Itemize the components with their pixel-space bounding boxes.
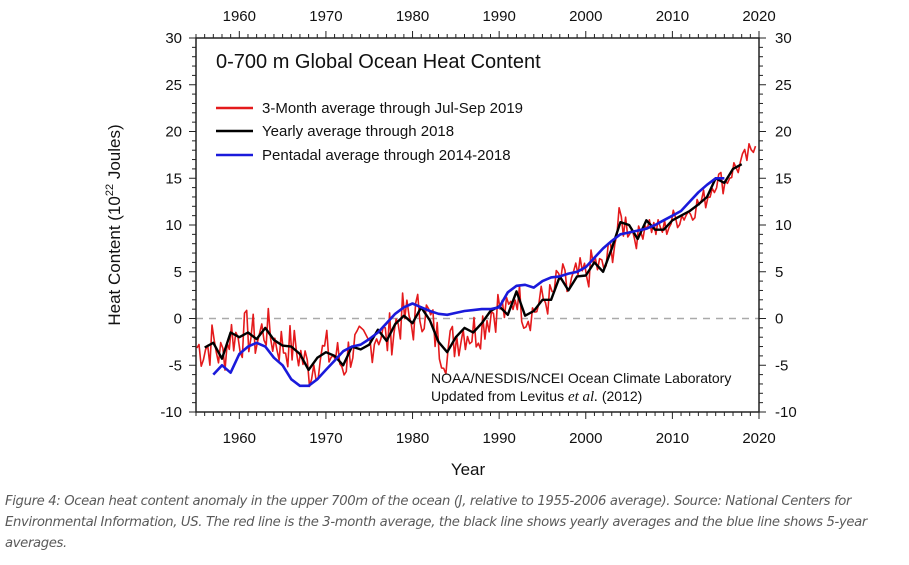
x-tick-label-bottom: 2020 [742,430,775,447]
y-axis-title-sup: 22 [104,184,116,196]
x-tick-label-bottom: 2000 [569,430,602,447]
y-tick-label-right: 5 [775,264,783,281]
x-tick-label-bottom: 1990 [482,430,515,447]
y-tick-label-right: -10 [775,404,797,421]
y-tick-label-left: -10 [160,404,182,421]
y-axis-title: Heat Content (1022 Joules) [104,124,124,325]
x-tick-label-bottom: 1960 [223,430,256,447]
series-3month-line [196,143,757,388]
series-pentadal-line [212,177,725,388]
y-tick-label-left: 5 [174,264,182,281]
x-tick-label-top: 2000 [569,8,602,25]
annotation-line1: NOAA/NESDIS/NCEI Ocean Climate Laborator… [431,370,731,386]
annotation-italic: et al. [568,389,598,405]
y-tick-label-right: 20 [775,124,792,141]
y-tick-label-left: 0 [174,311,182,328]
y-axis-title-tail: Joules) [105,124,124,184]
figure-caption: Figure 4: Ocean heat content anomaly in … [5,494,867,551]
x-tick-label-top: 1980 [396,8,429,25]
y-tick-label-right: 25 [775,77,792,94]
y-tick-label-right: 30 [775,30,792,47]
x-tick-label-bottom: 2010 [656,430,689,447]
legend-label-3month: 3-Month average through Jul-Sep 2019 [262,100,523,117]
ocean-heat-chart: 1960196019701970198019801990199020002000… [104,8,797,479]
y-tick-label-right: 15 [775,170,792,187]
tick-labels-layer: 1960196019701970198019801990199020002000… [160,8,796,447]
legend-label-yearly: Yearly average through 2018 [262,123,454,140]
y-tick-label-left: -5 [169,357,182,374]
x-axis-title: Year [451,460,486,479]
y-tick-label-left: 25 [165,77,182,94]
y-tick-label-left: 30 [165,30,182,47]
plot-background [196,38,759,412]
annotation-suffix: (2012) [598,388,642,404]
series-layer [196,143,757,388]
x-tick-label-bottom: 1970 [309,430,342,447]
x-tick-label-top: 1960 [223,8,256,25]
y-tick-label-left: 10 [165,217,182,234]
legend: 3-Month average through Jul-Sep 2019 Yea… [216,100,523,164]
y-tick-label-left: 15 [165,170,182,187]
x-tick-label-bottom: 1980 [396,430,429,447]
ticks-layer [189,31,766,419]
annotation-prefix: Updated from Levitus [431,388,568,404]
x-tick-label-top: 1970 [309,8,342,25]
annotation-line2: Updated from Levitus et al. (2012) [431,388,642,405]
y-tick-label-right: -5 [775,357,788,374]
legend-label-pentadal: Pentadal average through 2014-2018 [262,147,511,164]
chart-title: 0-700 m Global Ocean Heat Content [216,51,541,73]
y-tick-label-right: 0 [775,311,783,328]
y-tick-label-left: 20 [165,124,182,141]
x-tick-label-top: 1990 [482,8,515,25]
y-axis-title-main: Heat Content (10 [105,196,124,325]
x-tick-label-top: 2020 [742,8,775,25]
y-tick-label-right: 10 [775,217,792,234]
x-tick-label-top: 2010 [656,8,689,25]
source-annotation: NOAA/NESDIS/NCEI Ocean Climate Laborator… [431,370,731,405]
